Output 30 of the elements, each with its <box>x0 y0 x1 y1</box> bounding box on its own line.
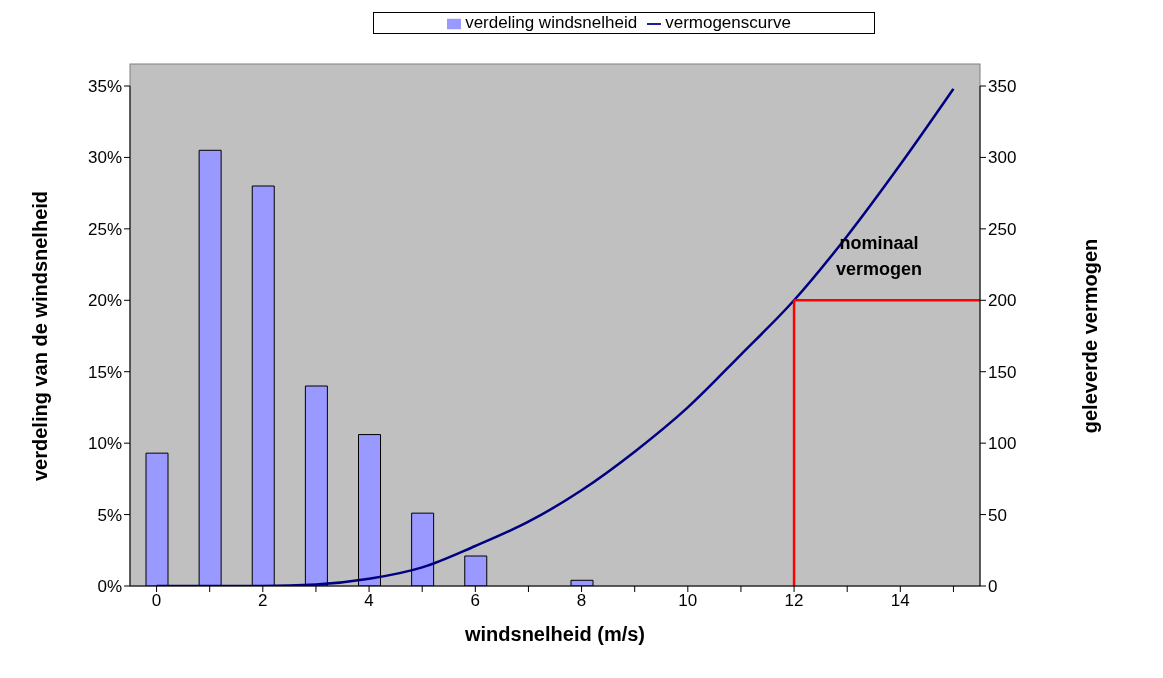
y-tick-label: 20% <box>87 291 122 311</box>
y2-axis-title: geleverde vermogen <box>1079 238 1102 434</box>
y-tick-label: 10% <box>87 434 122 454</box>
y-tick-label: 35% <box>87 77 122 97</box>
x-tick-label: 0 <box>151 591 162 611</box>
y2-tick-label: 300 <box>988 148 1017 168</box>
x-tick-label: 8 <box>576 591 587 611</box>
y2-tick-label: 50 <box>988 505 1007 525</box>
x-tick-label: 6 <box>470 591 481 611</box>
x-axis-title: windsnelheid (m/s) <box>463 623 646 645</box>
y2-tick-label: 0 <box>988 577 998 597</box>
legend-label: verdeling windsnelheid <box>465 13 638 32</box>
y2-tick-label: 250 <box>988 219 1017 239</box>
y-tick-label: 25% <box>87 219 122 239</box>
y2-tick-label: 100 <box>988 434 1017 454</box>
y-tick-label: 15% <box>87 362 122 382</box>
y-tick-label: 0% <box>97 577 122 597</box>
y2-tick-label: 200 <box>988 291 1017 311</box>
y-axis-title: verdeling van de windsnelheid <box>29 190 52 482</box>
x-tick-label: 4 <box>364 591 374 611</box>
y-tick-label: 30% <box>87 148 122 168</box>
y-tick-label: 5% <box>97 505 122 525</box>
x-tick-label: 2 <box>258 591 268 611</box>
y2-tick-label: 350 <box>988 77 1017 97</box>
x-tick-label: 12 <box>784 591 804 611</box>
x-tick-label: 10 <box>678 591 698 611</box>
legend-label: vermogenscurve <box>665 13 791 32</box>
annotation: nominaal vermogen <box>835 232 924 281</box>
y2-tick-label: 150 <box>988 362 1017 382</box>
x-tick-label: 14 <box>890 591 910 611</box>
